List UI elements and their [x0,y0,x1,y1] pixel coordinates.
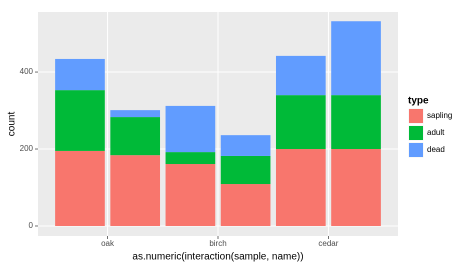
bar-segment [165,152,216,165]
bar-segment [275,95,326,150]
y-tick-label: 0 [29,221,34,230]
y-tick-label: 200 [20,144,34,153]
legend-label: sapling [427,111,452,120]
bar-segment [55,150,105,226]
legend-key [409,143,423,157]
bar-segment [331,149,381,226]
bar-segment [331,95,381,150]
legend-title: type [408,96,429,107]
legend-key [409,126,423,140]
bar-segment [275,55,326,96]
bar-segment [55,58,105,91]
bar-segment [165,105,216,153]
x-tick-label: oak [101,239,115,248]
bar-segment [55,90,105,151]
legend-label: adult [427,128,445,137]
legend-label: dead [427,145,445,154]
legend-key [409,109,423,123]
bar-segment [110,110,161,118]
bar-segment [165,164,216,226]
bar-segment [275,149,326,226]
bar-segment [220,155,271,185]
x-axis-title: as.numeric(interaction(sample, name)) [132,252,303,263]
bar-segment [220,184,271,226]
x-tick-label: birch [209,239,226,248]
y-tick-label: 400 [20,67,34,76]
bar-segment [110,117,161,156]
bar-segment [110,155,161,226]
y-axis-title: count [7,112,18,137]
bar-segment [331,21,381,96]
bar-segment [220,135,271,156]
x-tick-label: cedar [318,239,338,248]
